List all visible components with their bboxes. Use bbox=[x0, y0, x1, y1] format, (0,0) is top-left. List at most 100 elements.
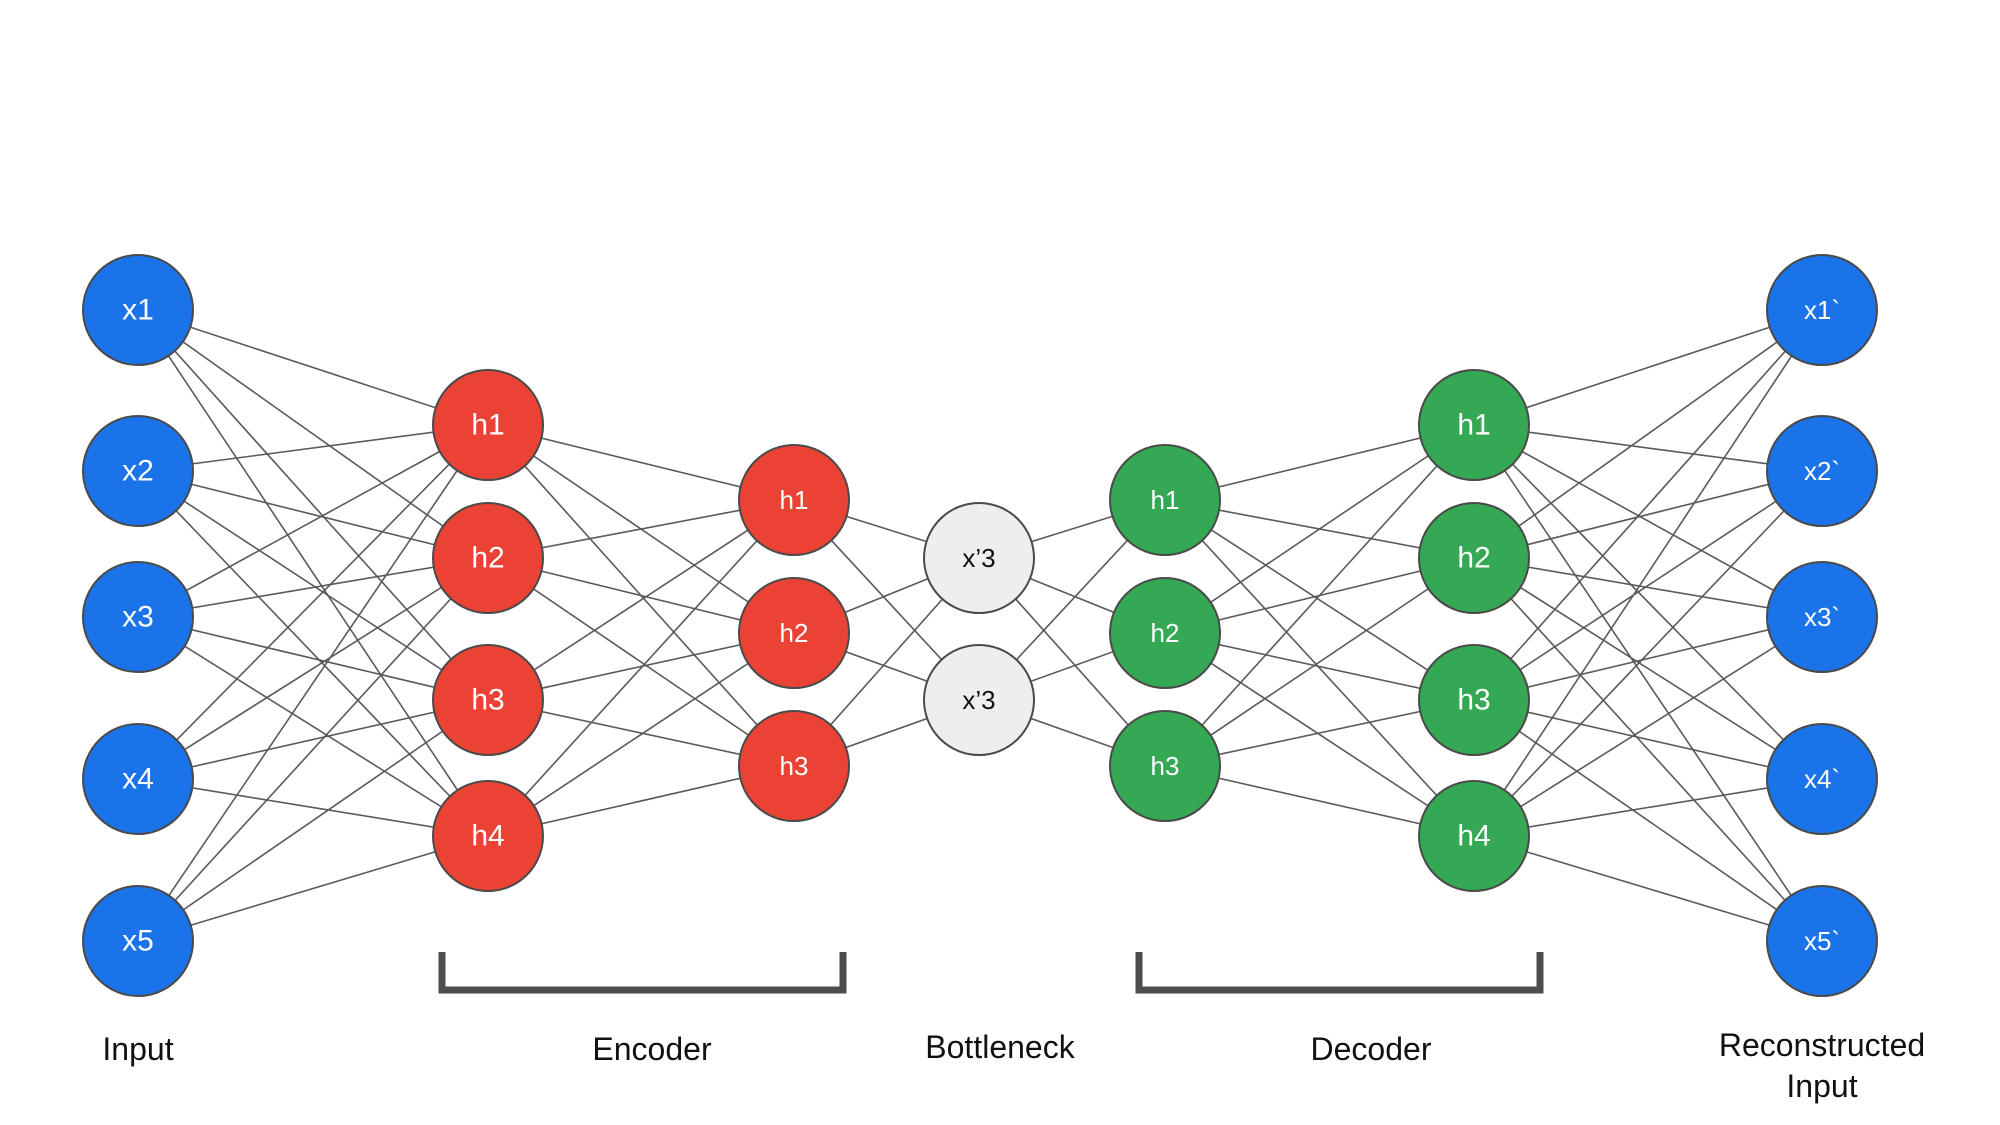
edge-decoder-2-2-to-output-1 bbox=[1473, 309, 1823, 559]
edge-input-5-to-encoder-1-4 bbox=[137, 835, 489, 942]
node-input-4: x4 bbox=[82, 723, 194, 835]
edge-decoder-2-3-to-output-4 bbox=[1473, 699, 1823, 780]
edge-decoder-2-3-to-output-5 bbox=[1473, 699, 1823, 942]
node-circle bbox=[738, 710, 850, 822]
node-circle bbox=[1766, 561, 1878, 673]
node-label: x4` bbox=[1804, 764, 1840, 794]
edge-input-2-to-encoder-1-2 bbox=[137, 470, 489, 559]
edge-input-3-to-encoder-1-3 bbox=[137, 616, 489, 701]
edge-input-4-to-encoder-1-1 bbox=[137, 424, 489, 780]
node-label: x’3 bbox=[962, 685, 995, 715]
node-circle bbox=[738, 444, 850, 556]
encoder-bracket bbox=[438, 952, 847, 994]
node-label: x3 bbox=[122, 601, 154, 634]
edge-input-5-to-encoder-1-2 bbox=[137, 557, 489, 942]
edge-input-5-to-encoder-1-3 bbox=[137, 699, 489, 942]
node-circle bbox=[82, 254, 194, 366]
node-label: h2 bbox=[471, 542, 504, 575]
edge-decoder-2-2-to-output-4 bbox=[1473, 557, 1823, 780]
node-output-4: x4` bbox=[1766, 723, 1878, 835]
edge-decoder-2-3-to-output-2 bbox=[1473, 470, 1823, 701]
neurons: x1 x2 x3 x4 x5 h1 h2 h3 h4 h1 h2 h3 x’3 x’3 h1 h2 h3 h1 h2… bbox=[82, 254, 1878, 997]
edge-input-1-to-encoder-1-4 bbox=[137, 309, 489, 837]
node-label: h1 bbox=[1457, 409, 1490, 442]
edge-input-2-to-encoder-1-3 bbox=[137, 470, 489, 701]
edge-decoder-2-4-to-output-4 bbox=[1473, 778, 1823, 837]
node-input-2: x2 bbox=[82, 415, 194, 527]
node-encoder-1-2: h2 bbox=[432, 502, 544, 614]
node-label: h2 bbox=[1151, 618, 1180, 648]
edge-input-1-to-encoder-1-1 bbox=[137, 309, 489, 426]
edge-input-2-to-encoder-1-1 bbox=[137, 424, 489, 472]
node-circle bbox=[1418, 502, 1530, 614]
node-encoder-1-3: h3 bbox=[432, 644, 544, 756]
edge-decoder-1-2-to-decoder-2-1 bbox=[1164, 424, 1475, 634]
edge-decoder-2-2-to-output-5 bbox=[1473, 557, 1823, 942]
node-label: x4 bbox=[122, 763, 154, 796]
bottleneck-label: Bottleneck bbox=[925, 1029, 1075, 1065]
node-circle bbox=[738, 577, 850, 689]
node-circle bbox=[1418, 644, 1530, 756]
node-label: h4 bbox=[1457, 820, 1490, 853]
node-circle bbox=[82, 561, 194, 673]
edge-decoder-2-1-to-output-5 bbox=[1473, 424, 1823, 942]
node-decoder-1-2: h2 bbox=[1109, 577, 1221, 689]
edge-input-4-to-encoder-1-2 bbox=[137, 557, 489, 780]
node-decoder-2-2: h2 bbox=[1418, 502, 1530, 614]
node-input-3: x3 bbox=[82, 561, 194, 673]
node-circle bbox=[432, 502, 544, 614]
decoder-bracket bbox=[1135, 952, 1544, 994]
node-circle bbox=[1766, 723, 1878, 835]
node-circle bbox=[923, 644, 1035, 756]
edge-encoder-1-4-to-encoder-2-2 bbox=[487, 632, 795, 837]
node-label: x2` bbox=[1804, 456, 1840, 486]
node-label: x1` bbox=[1804, 295, 1840, 325]
edge-decoder-1-2-to-decoder-2-4 bbox=[1164, 632, 1475, 837]
node-circle bbox=[432, 644, 544, 756]
node-circle bbox=[1109, 444, 1221, 556]
node-label: x5` bbox=[1804, 926, 1840, 956]
edge-input-1-to-encoder-1-2 bbox=[137, 309, 489, 559]
input-label: Input bbox=[102, 1031, 173, 1067]
node-circle bbox=[1766, 885, 1878, 997]
edge-input-1-to-encoder-1-3 bbox=[137, 309, 489, 701]
node-encoder-1-1: h1 bbox=[432, 369, 544, 481]
node-circle bbox=[82, 723, 194, 835]
edge-decoder-2-4-to-output-2 bbox=[1473, 470, 1823, 837]
edge-encoder-1-4-to-encoder-2-1 bbox=[487, 499, 795, 837]
node-circle bbox=[1766, 254, 1878, 366]
node-label: h1 bbox=[780, 485, 809, 515]
node-label: h3 bbox=[1457, 684, 1490, 717]
edge-decoder-2-1-to-output-4 bbox=[1473, 424, 1823, 780]
connections bbox=[137, 309, 1823, 942]
node-circle bbox=[82, 885, 194, 997]
node-encoder-2-3: h3 bbox=[738, 710, 850, 822]
node-decoder-2-3: h3 bbox=[1418, 644, 1530, 756]
node-label: x2 bbox=[122, 455, 154, 488]
node-output-5: x5` bbox=[1766, 885, 1878, 997]
node-label: h4 bbox=[471, 820, 504, 853]
node-input-1: x1 bbox=[82, 254, 194, 366]
node-circle bbox=[432, 780, 544, 892]
node-label: x3` bbox=[1804, 602, 1840, 632]
node-label: h2 bbox=[1457, 542, 1490, 575]
node-encoder-2-1: h1 bbox=[738, 444, 850, 556]
edge-decoder-1-1-to-decoder-2-3 bbox=[1164, 499, 1475, 701]
node-decoder-1-3: h3 bbox=[1109, 710, 1221, 822]
node-circle bbox=[1766, 415, 1878, 527]
edge-input-3-to-encoder-1-1 bbox=[137, 424, 489, 618]
node-label: x5 bbox=[122, 925, 154, 958]
node-circle bbox=[1418, 780, 1530, 892]
node-label: x1 bbox=[122, 294, 154, 327]
edge-input-2-to-encoder-1-4 bbox=[137, 470, 489, 837]
edge-decoder-2-1-to-output-1 bbox=[1473, 309, 1823, 426]
edge-decoder-2-2-to-output-3 bbox=[1473, 557, 1823, 618]
encoder-label: Encoder bbox=[592, 1031, 712, 1067]
edge-decoder-2-2-to-output-2 bbox=[1473, 470, 1823, 559]
node-decoder-2-4: h4 bbox=[1418, 780, 1530, 892]
edge-decoder-2-4-to-output-3 bbox=[1473, 616, 1823, 837]
node-label: x’3 bbox=[962, 543, 995, 573]
edge-decoder-1-3-to-decoder-2-1 bbox=[1164, 424, 1475, 767]
node-encoder-2-2: h2 bbox=[738, 577, 850, 689]
node-output-2: x2` bbox=[1766, 415, 1878, 527]
